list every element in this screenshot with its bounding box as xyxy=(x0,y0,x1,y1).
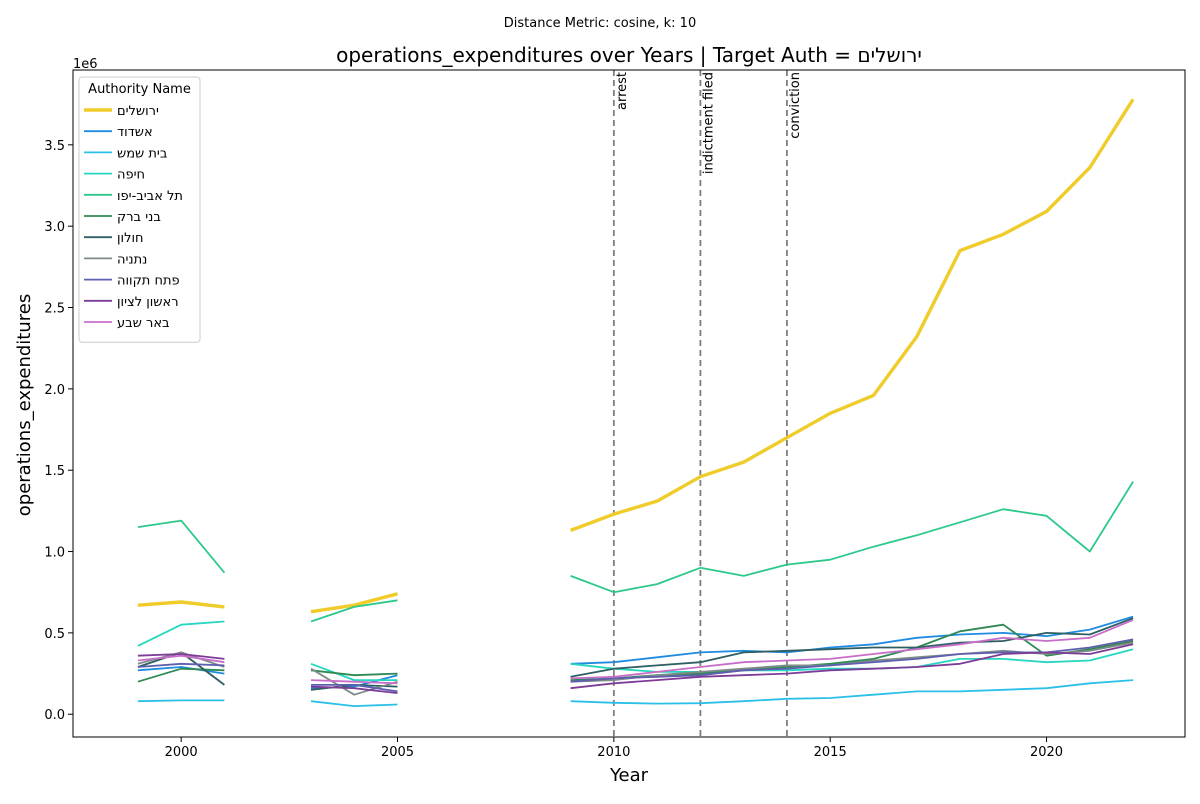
series-line-9-segment-0 xyxy=(137,653,225,660)
series-line-4-segment-0 xyxy=(137,519,226,574)
axes-frame xyxy=(72,69,1186,738)
legend-label-4: תל אביב-יפו xyxy=(117,189,183,204)
legend-label-1: אשדוד xyxy=(117,125,153,140)
event-label-0: arrest xyxy=(615,72,630,110)
legend-label-8: פתח תקווה xyxy=(117,274,180,289)
y-tick-label-7: 3.5 xyxy=(44,139,65,154)
x-tick-label-1: 2005 xyxy=(381,745,414,760)
legend-title: Authority Name xyxy=(88,82,191,97)
y-tick-label-6: 3.0 xyxy=(44,220,65,235)
x-tick-label-3: 2015 xyxy=(814,745,847,760)
y-axis-label: operations_expenditures xyxy=(14,294,35,516)
plot-area: arrest indictment filed conviction 2000 2005… xyxy=(44,69,1186,760)
series-line-2-segment-0 xyxy=(137,699,225,703)
y-tick-label-3: 1.5 xyxy=(44,464,65,479)
legend-label-9: ראשון לציון xyxy=(117,295,179,310)
legend-label-5: בני ברק xyxy=(117,210,161,225)
series-line-7-segment-1 xyxy=(310,667,398,696)
y-tick-label-5: 2.5 xyxy=(44,302,65,317)
legend-label-2: בית שמש xyxy=(117,146,167,161)
legend-label-10: באר שבע xyxy=(117,316,170,331)
suptitle: Distance Metric: cosine, k: 10 xyxy=(504,16,696,31)
x-tick-label-0: 2000 xyxy=(165,745,198,760)
series-line-8-segment-1 xyxy=(311,684,398,693)
x-tick-label-2: 2010 xyxy=(597,745,630,760)
y-tick-label-4: 2.0 xyxy=(44,383,65,398)
series-line-4-segment-2 xyxy=(570,481,1134,594)
series-line-10-segment-2 xyxy=(570,619,1134,680)
legend-label-0: ירושלים xyxy=(117,104,159,119)
series-line-2-segment-1 xyxy=(310,700,398,707)
x-tick-label-4: 2020 xyxy=(1030,745,1063,760)
legend-label-6: חולון xyxy=(117,231,144,246)
series-line-3-segment-0 xyxy=(137,620,225,647)
series-line-10-segment-0 xyxy=(137,654,225,664)
series-line-5-segment-0 xyxy=(137,667,225,683)
y-tick-label-1: 0.5 xyxy=(44,627,65,642)
series-line-0-segment-0 xyxy=(137,600,225,609)
legend-box xyxy=(78,76,201,343)
legend: Authority Name ירושלים אשדוד בית שמש חיפה תל … xyxy=(78,76,201,343)
series-line-4-segment-1 xyxy=(310,599,398,623)
x-axis-label: Year xyxy=(609,765,649,786)
series-line-3-segment-1 xyxy=(310,662,398,681)
series-line-5-segment-1 xyxy=(310,669,398,677)
legend-label-7: נתניה xyxy=(117,252,147,267)
series-line-9-segment-1 xyxy=(310,685,398,694)
series-line-1-segment-2 xyxy=(570,615,1134,665)
series-line-0-segment-2 xyxy=(570,98,1135,532)
series-line-9-segment-2 xyxy=(570,643,1134,690)
series-line-10-segment-1 xyxy=(310,679,398,685)
chart-title: operations_expenditures over Years | Tar… xyxy=(336,43,922,67)
series-line-0-segment-1 xyxy=(310,592,398,614)
series-line-7-segment-0 xyxy=(137,651,225,668)
series-line-8-segment-0 xyxy=(137,662,225,668)
event-label-2: conviction xyxy=(788,72,803,139)
series-line-2-segment-2 xyxy=(570,679,1134,705)
y-tick-label-2: 1.0 xyxy=(44,546,65,561)
series-line-1-segment-0 xyxy=(137,666,225,675)
legend-label-3: חיפה xyxy=(117,168,145,183)
series-line-6-segment-2 xyxy=(570,617,1134,678)
event-label-1: indictment filed xyxy=(701,72,716,174)
y-tick-label-0: 0.0 xyxy=(44,708,65,723)
y-offset-label: 1e6 xyxy=(73,57,98,72)
